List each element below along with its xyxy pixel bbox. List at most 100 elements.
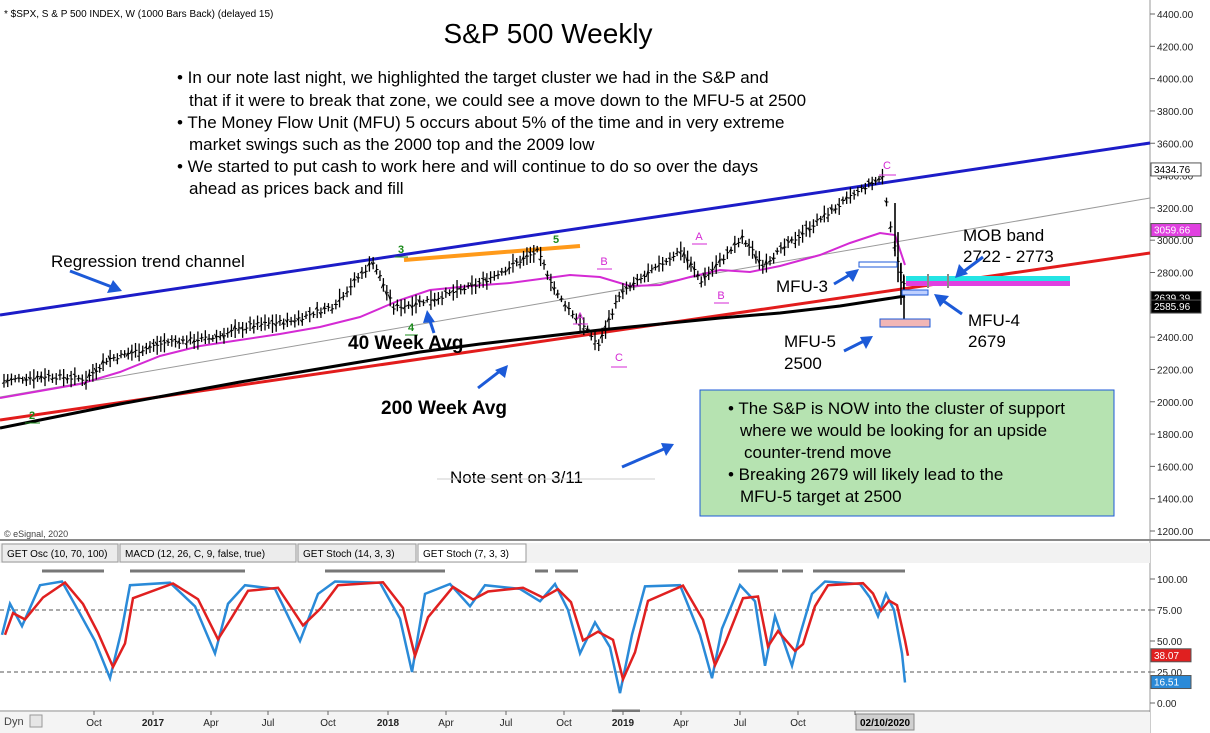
osc-tick-label: 50.00 — [1157, 637, 1182, 648]
price-badge-label: 2639.39 — [1154, 293, 1191, 304]
osc-axis-ticks: 100.00 75.00 50.00 25.00 0.00 — [1150, 575, 1188, 710]
price-bar — [660, 256, 665, 272]
price-bar — [432, 292, 437, 307]
price-bar — [524, 247, 529, 265]
price-bar — [706, 266, 711, 281]
stoch-slow-line — [3, 580, 910, 684]
orange-trendline — [403, 244, 581, 262]
price-bar — [203, 330, 208, 345]
price-bar — [391, 303, 396, 315]
symbol-line: * $SPX, S & P 500 INDEX, W (1000 Bars Ba… — [4, 9, 273, 20]
support-note-line-4: • Breaking 2679 will likely lead to the — [728, 465, 1003, 484]
price-bar — [736, 237, 741, 248]
price-bar — [506, 261, 512, 275]
price-bar — [162, 333, 167, 353]
dyn-toggle[interactable] — [29, 714, 43, 728]
price-bar — [488, 271, 493, 284]
price-bar — [348, 278, 353, 296]
price-tick-label: 2400.00 — [1157, 333, 1194, 344]
price-bar — [685, 250, 690, 270]
price-bar — [292, 314, 297, 328]
price-bar — [617, 291, 622, 303]
price-bar — [27, 371, 33, 385]
price-tick-label: 2000.00 — [1157, 398, 1194, 409]
time-cursor-badge — [855, 713, 915, 731]
dyn-label: Dyn — [4, 716, 24, 728]
price-bar — [344, 286, 350, 298]
time-label: Oct — [86, 718, 102, 729]
wave-label-4: 4 — [408, 322, 415, 334]
price-bar — [20, 376, 25, 384]
wave-label-C1: C — [615, 352, 623, 364]
oscillator-pane: 100.00 75.00 50.00 25.00 0.00 38.07 16.51 — [0, 569, 1192, 713]
price-bar — [165, 338, 171, 346]
time-label: Jul — [500, 718, 513, 729]
price-bar — [1, 373, 6, 388]
time-label: Oct — [556, 718, 572, 729]
regression-upper-line — [0, 141, 1151, 317]
support-note-box — [699, 389, 1115, 517]
price-bar — [380, 278, 386, 292]
price-bar — [377, 270, 382, 282]
price-bar — [151, 338, 156, 352]
price-bar — [266, 317, 271, 329]
price-bar — [61, 369, 66, 387]
time-label: 2019 — [612, 718, 635, 729]
price-bar — [664, 258, 669, 266]
time-label: Oct — [790, 718, 806, 729]
tab-indicator-1[interactable]: GET Osc (10, 70, 100) — [1, 543, 119, 563]
time-label: Apr — [673, 718, 689, 729]
price-bar — [303, 311, 309, 319]
tab-indicator-2[interactable]: MACD (12, 26, C, 9, false, true) — [119, 543, 297, 563]
price-bar — [299, 313, 305, 326]
support-note-line-2: where we would be looking for an upside — [739, 421, 1047, 440]
price-bar — [667, 252, 672, 266]
price-bar — [477, 277, 482, 289]
price-bar — [559, 295, 564, 303]
price-bar — [363, 264, 368, 278]
price-bar — [836, 198, 842, 215]
price-bar — [122, 350, 127, 358]
price-bar — [50, 373, 55, 383]
price-bar — [307, 307, 312, 323]
price-bar — [876, 175, 882, 183]
price-bar — [778, 242, 783, 254]
price-bar — [176, 337, 182, 349]
mfu5-marker — [879, 318, 931, 328]
wave-label-A1: A — [576, 311, 584, 323]
price-bar — [743, 240, 748, 247]
price-bar — [232, 319, 238, 338]
ma40-line — [0, 231, 906, 399]
price-bar — [753, 250, 758, 264]
price-bar — [624, 281, 629, 295]
price-badge: 3434.76 — [1150, 162, 1202, 177]
regression-mid-line — [0, 197, 1151, 398]
price-badge-label: 3059.66 — [1154, 226, 1191, 237]
mob-band-label: MOB band — [963, 226, 1044, 245]
price-bar — [64, 374, 70, 384]
price-bar — [229, 324, 234, 337]
price-bar — [531, 245, 536, 263]
note-sent-label: Note sent on 3/11 — [450, 468, 583, 487]
price-bar — [814, 213, 820, 227]
mob-band-upper — [906, 276, 1070, 281]
price-bar — [370, 256, 376, 270]
tab-indicator-3[interactable]: GET Stoch (14, 3, 3) — [297, 543, 417, 563]
price-bar — [118, 350, 124, 359]
mfu5-value: 2500 — [784, 354, 822, 373]
ma200-line — [0, 294, 906, 430]
price-bar — [247, 316, 253, 332]
price-bar — [717, 252, 722, 267]
price-tick-label: 3600.00 — [1157, 139, 1194, 150]
price-bar — [855, 186, 860, 197]
price-bar — [627, 282, 633, 292]
price-bar — [721, 254, 726, 265]
price-bar — [244, 322, 249, 334]
price-bar — [359, 266, 364, 279]
tab-indicator-4[interactable]: GET Stoch (7, 3, 3) — [417, 543, 527, 563]
price-bar — [394, 299, 400, 312]
price-bar — [462, 284, 467, 295]
price-bar — [115, 353, 120, 365]
